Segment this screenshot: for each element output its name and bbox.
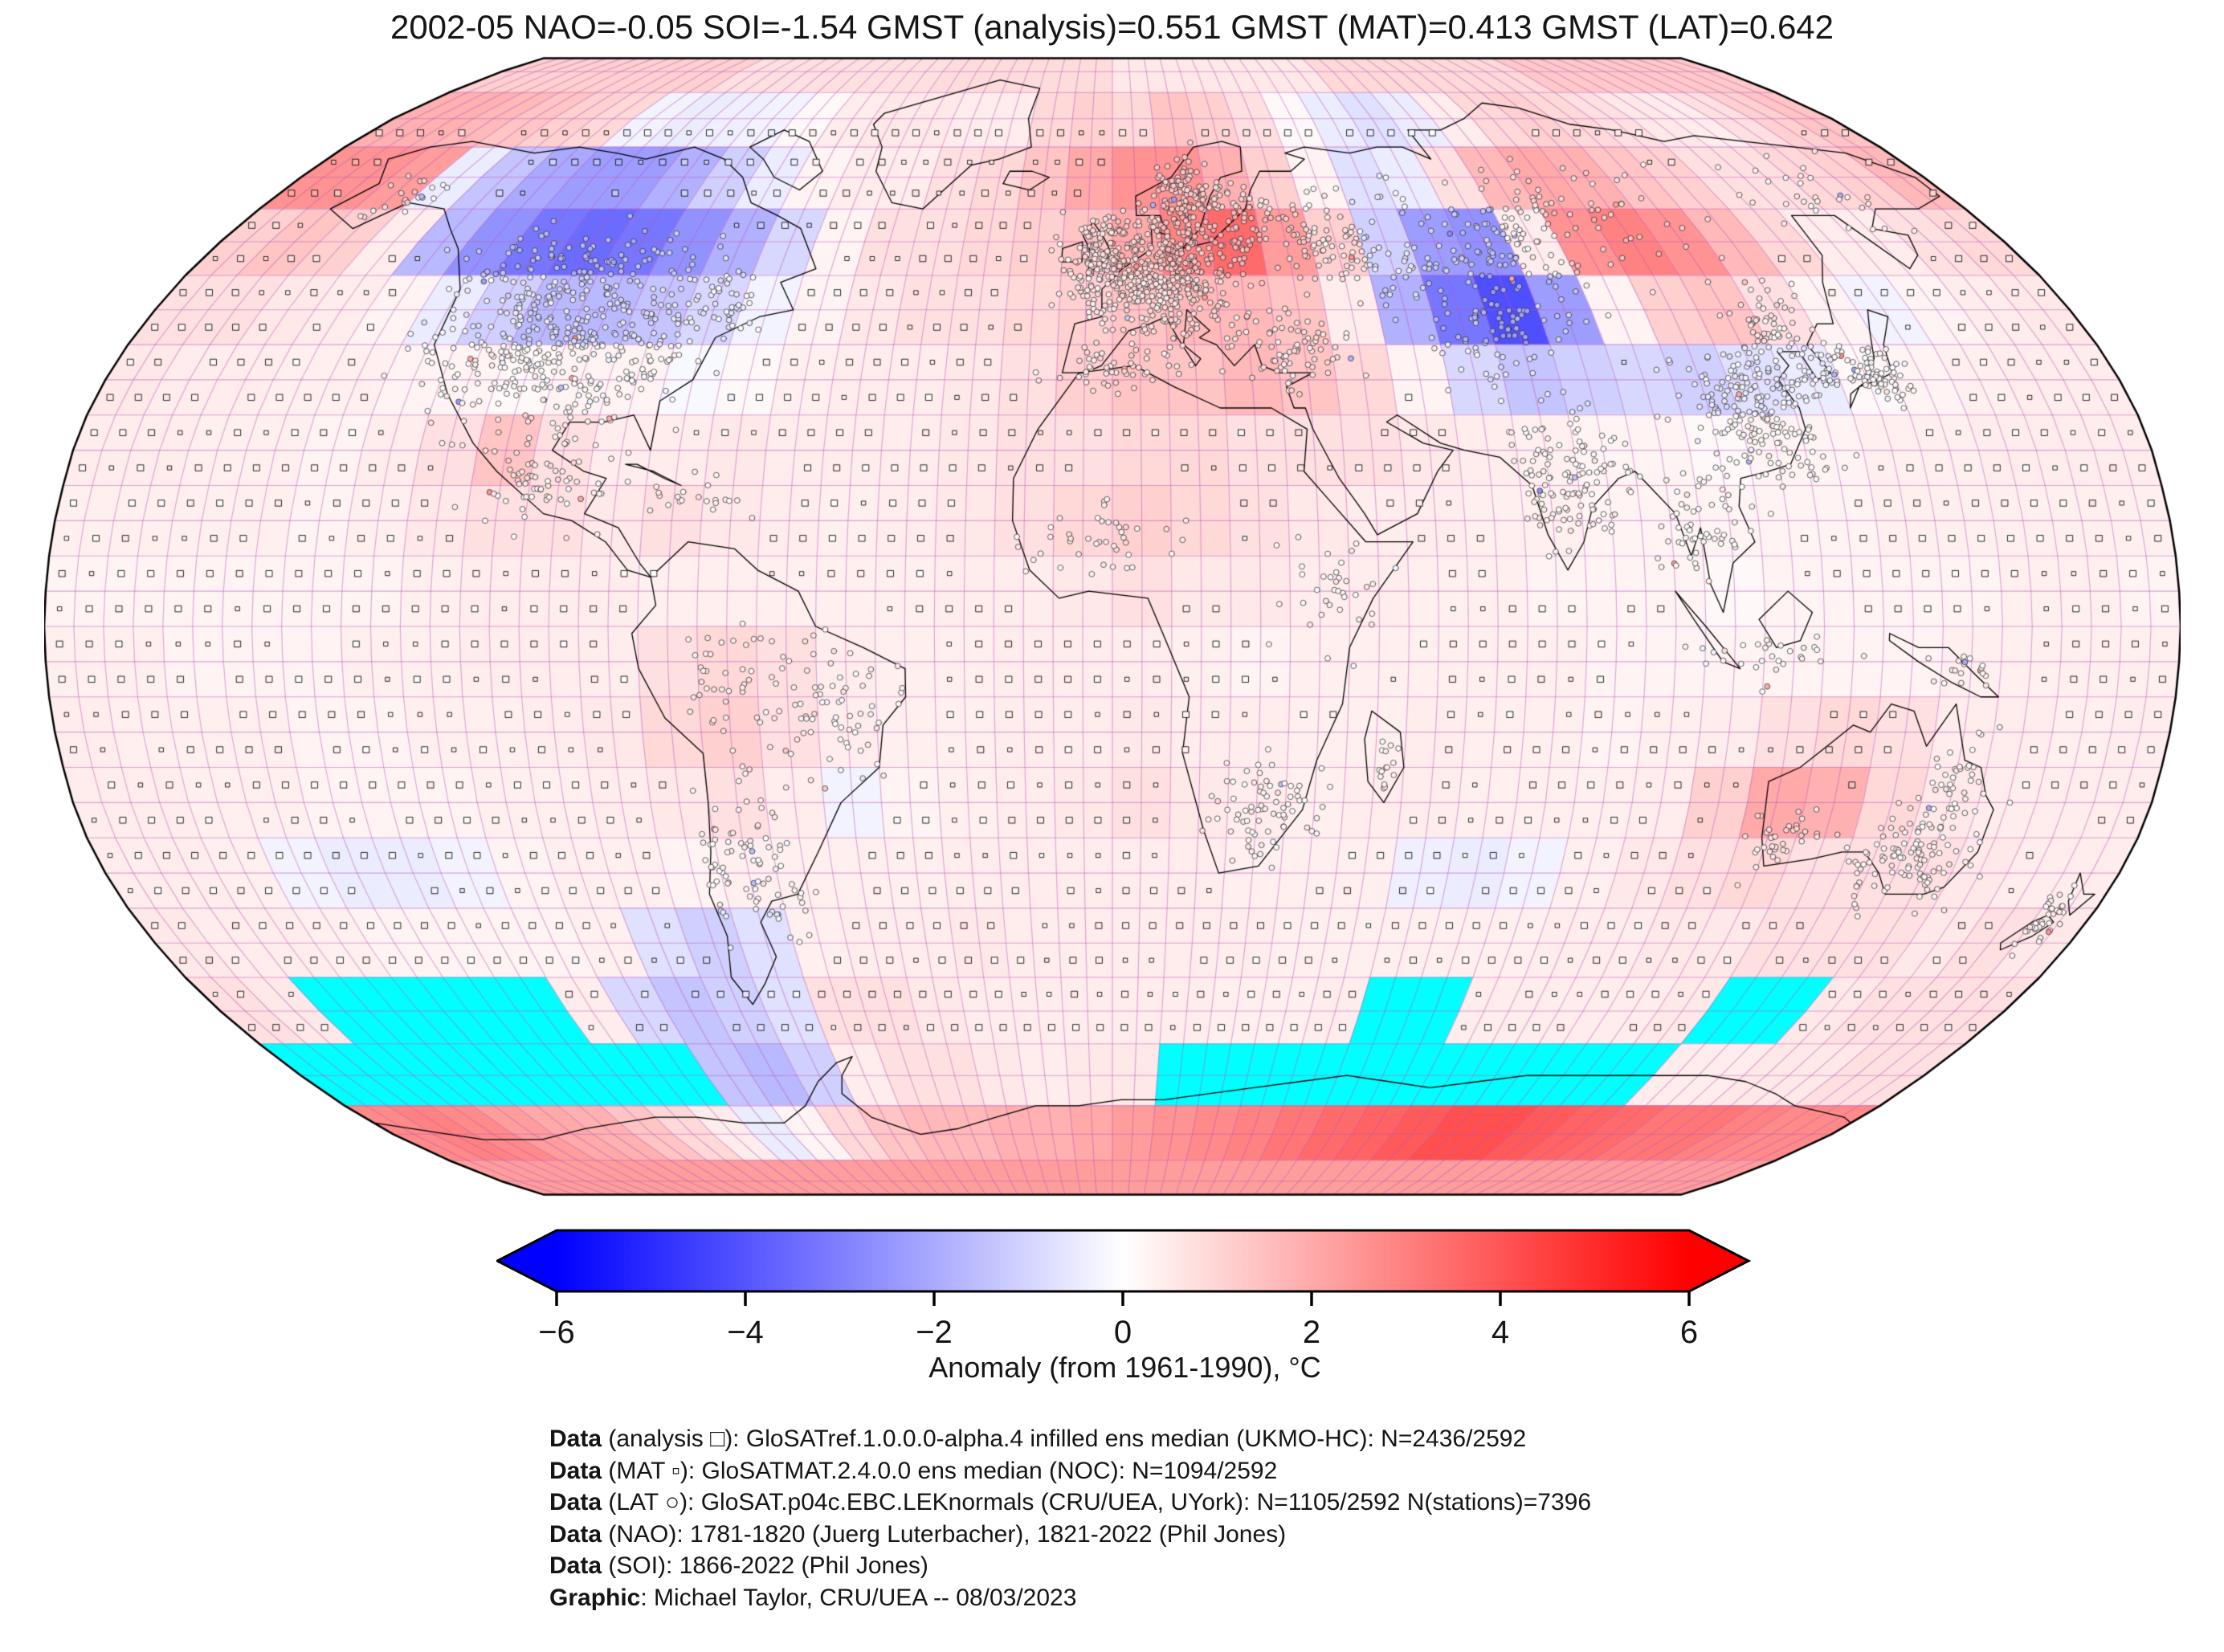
colorbar-tick-label: 2 xyxy=(1303,1315,1320,1350)
colorbar-tick-label: 4 xyxy=(1492,1315,1509,1350)
credit-line-2: Data (MAT ▫): GloSATMAT.2.4.0.0 ens medi… xyxy=(549,1457,1278,1484)
credit-line-4: Data (NAO): 1781-1820 (Juerg Luterbacher… xyxy=(549,1520,1287,1548)
colorbar-tick-label: −2 xyxy=(916,1315,953,1350)
colorbar-tick-label: 6 xyxy=(1680,1315,1698,1350)
colorbar-tick-label: −4 xyxy=(727,1315,764,1350)
credit-line-1: Data (analysis □): GloSATref.1.0.0.0-alp… xyxy=(549,1426,1527,1452)
credits-block: Data (analysis □): GloSATref.1.0.0.0-alp… xyxy=(549,1423,1591,1613)
credit-line-5: Data (SOI): 1866-2022 (Phil Jones) xyxy=(549,1552,928,1579)
colorbar-label: Anomaly (from 1961-1990), °C xyxy=(928,1351,1321,1384)
colorbar-tick-label: −6 xyxy=(538,1315,575,1350)
colorbar-tick-label: 0 xyxy=(1114,1315,1132,1350)
colorbar-gradient-bar xyxy=(496,1229,1752,1293)
credit-line-6: Graphic: Michael Taylor, CRU/UEA -- 08/0… xyxy=(549,1584,1077,1611)
world-anomaly-map xyxy=(44,56,2181,1197)
credit-line-3: Data (LAT ○): GloSAT.p04c.EBC.LEKnormals… xyxy=(549,1489,1592,1515)
colorbar: −6 −4 −2 0 2 4 6 xyxy=(496,1229,1752,1350)
figure-title: 2002-05 NAO=-0.05 SOI=-1.54 GMST (analys… xyxy=(390,8,1834,46)
